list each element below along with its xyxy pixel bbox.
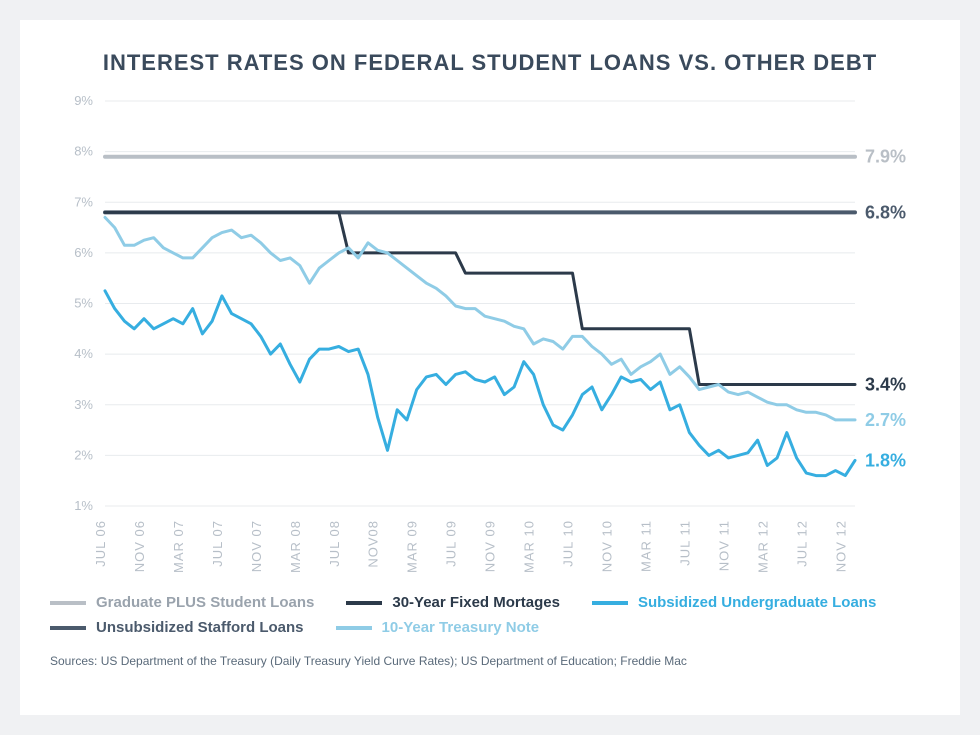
svg-text:6%: 6%: [74, 245, 93, 260]
svg-text:JUL 12: JUL 12: [794, 520, 809, 567]
legend-item: 30-Year Fixed Mortages: [346, 594, 560, 611]
series-line: [105, 212, 855, 384]
x-tick: MAR 11: [638, 520, 653, 572]
x-tick: JUL 07: [210, 520, 225, 567]
svg-text:9%: 9%: [74, 96, 93, 108]
x-tick: JUL 06: [93, 520, 108, 567]
svg-text:MAR 08: MAR 08: [288, 520, 303, 573]
x-tick: MAR 08: [288, 520, 303, 573]
svg-text:NOV 10: NOV 10: [599, 520, 614, 572]
legend-item: Unsubsidized Stafford Loans: [50, 619, 304, 636]
svg-text:NOV 12: NOV 12: [833, 520, 848, 572]
svg-text:7%: 7%: [74, 194, 93, 209]
y-tick: 7%: [74, 194, 855, 209]
y-tick: 9%: [74, 96, 855, 108]
chart-card: INTEREST RATES ON FEDERAL STUDENT LOANS …: [20, 20, 960, 715]
x-tick: JUL 12: [794, 520, 809, 567]
x-tick: NOV 12: [833, 520, 848, 572]
x-tick: MAR 12: [755, 520, 770, 573]
svg-text:JUL 06: JUL 06: [93, 520, 108, 567]
series-end-label: 7.9%: [865, 147, 906, 167]
legend-label: Subsidized Undergraduate Loans: [638, 594, 876, 611]
series-end-label: 1.8%: [865, 450, 906, 470]
x-tick: NOV 10: [599, 520, 614, 572]
x-tick: JUL 10: [561, 520, 576, 567]
svg-text:JUL 07: JUL 07: [210, 520, 225, 567]
y-tick: 1%: [74, 498, 855, 513]
svg-text:JUL 11: JUL 11: [677, 520, 692, 566]
x-tick: NOV 09: [483, 520, 498, 572]
svg-text:MAR 07: MAR 07: [171, 520, 186, 573]
svg-text:NOV 07: NOV 07: [249, 520, 264, 572]
svg-text:JUL 10: JUL 10: [561, 520, 576, 567]
chart-title: INTEREST RATES ON FEDERAL STUDENT LOANS …: [50, 50, 930, 76]
x-tick: NOV 07: [249, 520, 264, 572]
legend-swatch: [336, 626, 372, 630]
svg-text:1%: 1%: [74, 498, 93, 513]
legend-label: 10-Year Treasury Note: [382, 619, 540, 636]
x-tick: JUL 08: [327, 520, 342, 567]
chart-area: 1% 2% 3% 4% 5% 6% 7% 8% 9% JUL 06 NOV 06 MAR 07 JUL …: [50, 96, 930, 576]
y-tick: 4%: [74, 346, 855, 361]
svg-text:3%: 3%: [74, 397, 93, 412]
x-tick: NOV08: [366, 520, 381, 568]
legend-swatch: [346, 601, 382, 605]
x-tick: JUL 09: [444, 520, 459, 567]
svg-text:JUL 09: JUL 09: [444, 520, 459, 567]
x-tick: NOV 06: [132, 520, 147, 572]
svg-text:MAR 09: MAR 09: [405, 520, 420, 573]
series-end-label: 3.4%: [865, 375, 906, 395]
svg-text:2%: 2%: [74, 447, 93, 462]
y-tick: 3%: [74, 397, 855, 412]
svg-text:5%: 5%: [74, 296, 93, 311]
svg-text:8%: 8%: [74, 144, 93, 159]
legend-label: Graduate PLUS Student Loans: [96, 594, 314, 611]
svg-text:MAR 10: MAR 10: [522, 520, 537, 573]
series-line: [105, 217, 855, 420]
legend-swatch: [592, 601, 628, 605]
series-end-label: 6.8%: [865, 202, 906, 222]
x-tick: JUL 11: [677, 520, 692, 566]
legend-item: Graduate PLUS Student Loans: [50, 594, 314, 611]
svg-text:NOV 06: NOV 06: [132, 520, 147, 572]
x-tick: MAR 07: [171, 520, 186, 573]
legend-item: 10-Year Treasury Note: [336, 619, 540, 636]
x-tick: MAR 09: [405, 520, 420, 573]
legend-label: Unsubsidized Stafford Loans: [96, 619, 304, 636]
legend-label: 30-Year Fixed Mortages: [392, 594, 560, 611]
legend-swatch: [50, 601, 86, 605]
x-tick: NOV 11: [716, 520, 731, 571]
svg-text:MAR 12: MAR 12: [755, 520, 770, 573]
svg-text:JUL 08: JUL 08: [327, 520, 342, 567]
x-tick: MAR 10: [522, 520, 537, 573]
legend: Graduate PLUS Student Loans 30-Year Fixed…: [50, 594, 930, 636]
svg-text:MAR 11: MAR 11: [638, 520, 653, 572]
svg-text:4%: 4%: [74, 346, 93, 361]
source-text: Sources: US Department of the Treasury (…: [50, 654, 930, 668]
svg-text:NOV08: NOV08: [366, 520, 381, 568]
legend-swatch: [50, 626, 86, 630]
series-end-label: 2.7%: [865, 410, 906, 430]
svg-text:NOV 11: NOV 11: [716, 520, 731, 571]
line-chart-svg: 1% 2% 3% 4% 5% 6% 7% 8% 9% JUL 06 NOV 06 MAR 07 JUL …: [50, 96, 930, 576]
legend-item: Subsidized Undergraduate Loans: [592, 594, 876, 611]
svg-text:NOV 09: NOV 09: [483, 520, 498, 572]
